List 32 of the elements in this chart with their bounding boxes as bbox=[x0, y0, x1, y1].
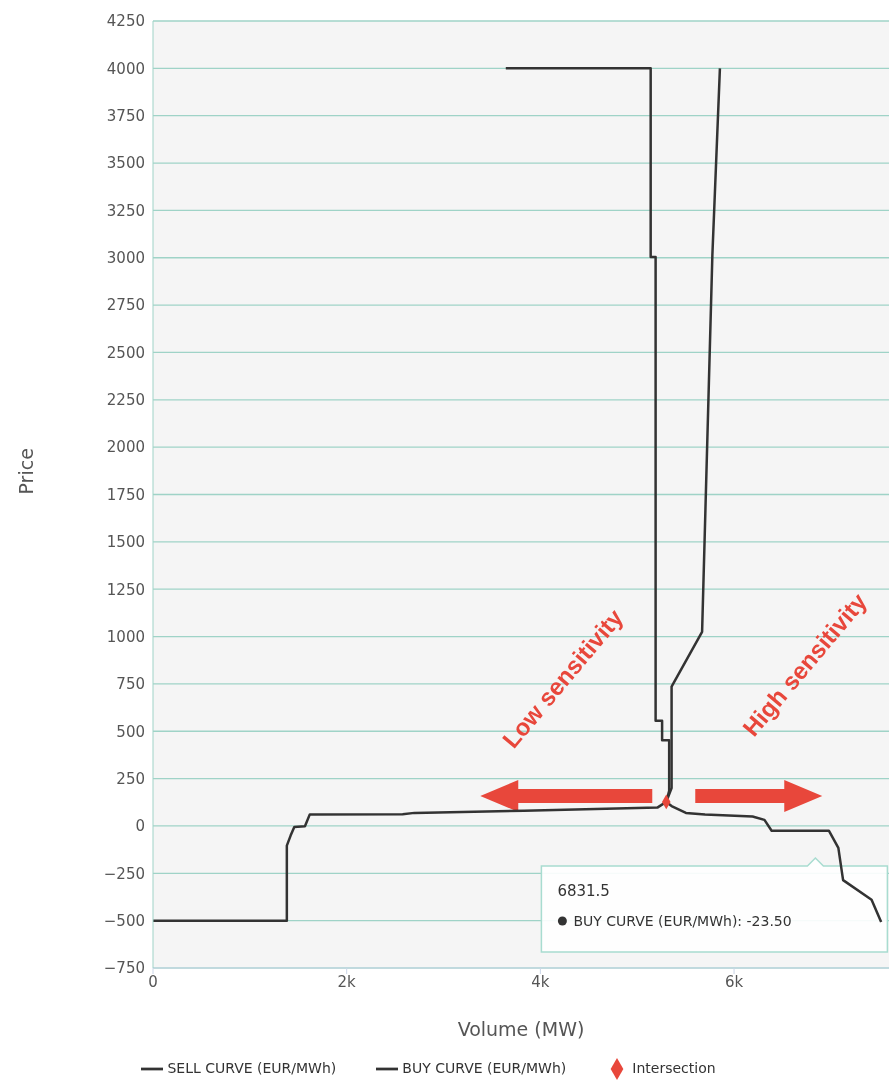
y-tick-label: 4000 bbox=[106, 59, 145, 78]
y-tick-label: 250 bbox=[116, 769, 145, 788]
y-tick-label: 4250 bbox=[106, 12, 145, 31]
y-tick-label: −750 bbox=[103, 959, 145, 978]
y-tick-label: −250 bbox=[103, 864, 145, 883]
y-tick-label: 2500 bbox=[106, 343, 145, 362]
legend-label: Intersection bbox=[632, 1060, 716, 1076]
y-tick-label: 2000 bbox=[106, 438, 145, 457]
legend-label: SELL CURVE (EUR/MWh) bbox=[167, 1060, 337, 1076]
y-tick-label: 3750 bbox=[106, 107, 145, 126]
y-tick-label: 1750 bbox=[106, 485, 145, 504]
x-tick-label: 0 bbox=[148, 972, 158, 991]
y-axis-title: Price bbox=[14, 448, 37, 495]
y-tick-label: 3500 bbox=[106, 154, 145, 173]
y-tick-label: 3250 bbox=[106, 201, 145, 220]
x-tick-label: 4k bbox=[531, 972, 550, 991]
y-tick-label: 2750 bbox=[106, 296, 145, 315]
x-tick-label: 6k bbox=[724, 972, 744, 991]
y-tick-label: 750 bbox=[116, 675, 145, 694]
y-tick-label: 2250 bbox=[106, 391, 145, 410]
annotation: BUY CURVE (EUR/MWh): -23.50 bbox=[573, 912, 792, 929]
y-tick-label: 1500 bbox=[106, 533, 145, 552]
annotation: 6831.5 bbox=[557, 881, 610, 900]
y-tick-label: 1000 bbox=[106, 627, 145, 646]
y-tick-label: 1250 bbox=[106, 580, 145, 599]
y-tick-label: −500 bbox=[103, 911, 145, 930]
y-tick-label: 500 bbox=[116, 722, 145, 741]
x-tick-label: 2k bbox=[337, 972, 357, 991]
legend-label: BUY CURVE (EUR/MWh) bbox=[402, 1060, 567, 1076]
x-axis-title: Volume (MW) bbox=[457, 1018, 585, 1040]
y-tick-label: 0 bbox=[135, 817, 145, 836]
y-tick-label: 3000 bbox=[106, 249, 145, 268]
